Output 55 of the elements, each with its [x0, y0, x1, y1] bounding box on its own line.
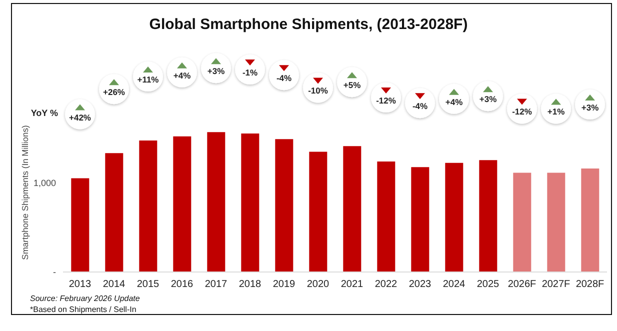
- x-tick-label: 2017: [204, 279, 228, 290]
- text: +11%: [137, 74, 160, 85]
- text: +42%: [69, 112, 92, 122]
- text: +4%: [445, 96, 464, 107]
- text: -12%: [376, 96, 396, 106]
- bar: [105, 153, 124, 272]
- text: -10%: [308, 86, 328, 96]
- text: +3%: [479, 94, 498, 104]
- text: +4%: [173, 70, 192, 80]
- text: -12%: [512, 106, 532, 117]
- x-tick-label: 2020: [306, 279, 330, 290]
- bar: [445, 162, 464, 272]
- bar: [547, 172, 566, 272]
- text: 1,000: [33, 178, 56, 188]
- text: *Based on Shipments / Sell-In: [30, 305, 136, 314]
- x-tick-label: 2023: [408, 279, 432, 290]
- y-axis-title: Smartphone Shipments (In Millions): [20, 125, 30, 260]
- bar: [513, 172, 532, 272]
- x-tick-label: 2014: [102, 279, 126, 290]
- x-tick-label: 2016: [170, 279, 194, 290]
- bar: [71, 178, 90, 272]
- text: -1%: [242, 68, 258, 78]
- text: YoY %: [30, 108, 58, 118]
- source-note: Source: February 2026 Update: [30, 294, 140, 303]
- bar: [207, 132, 226, 272]
- text: -4%: [276, 73, 292, 84]
- text: +3%: [581, 102, 600, 113]
- x-tick-label: 2025: [476, 279, 500, 290]
- x-tick-label: 2013: [68, 279, 92, 290]
- text: -: [53, 267, 56, 277]
- bar: [411, 167, 430, 272]
- chart-title: Global Smartphone Shipments, (2013-2028F): [148, 16, 469, 33]
- x-tick-label: 2028F: [576, 279, 604, 290]
- bar: [343, 146, 362, 272]
- bar: [479, 160, 498, 272]
- x-tick-label: 2021: [340, 279, 364, 290]
- text: +3%: [207, 66, 226, 76]
- text: +26%: [103, 87, 126, 98]
- bar: [173, 136, 192, 272]
- text: +5%: [343, 80, 362, 90]
- x-tick-label: 2019: [272, 279, 296, 290]
- bar: [275, 139, 294, 272]
- bar: [377, 162, 396, 272]
- text: +1%: [547, 106, 566, 117]
- x-tick-label: 2018: [238, 279, 262, 290]
- x-tick-label: 2015: [136, 279, 160, 290]
- x-tick-label: 2024: [442, 279, 466, 290]
- text: -4%: [412, 101, 428, 112]
- x-tick-label: 2022: [374, 279, 398, 290]
- bar: [309, 152, 328, 272]
- bar: [241, 134, 260, 272]
- bar: [581, 168, 600, 272]
- bar: [139, 140, 158, 272]
- x-tick-label: 2026F: [508, 279, 536, 290]
- x-tick-label: 2027F: [542, 279, 570, 290]
